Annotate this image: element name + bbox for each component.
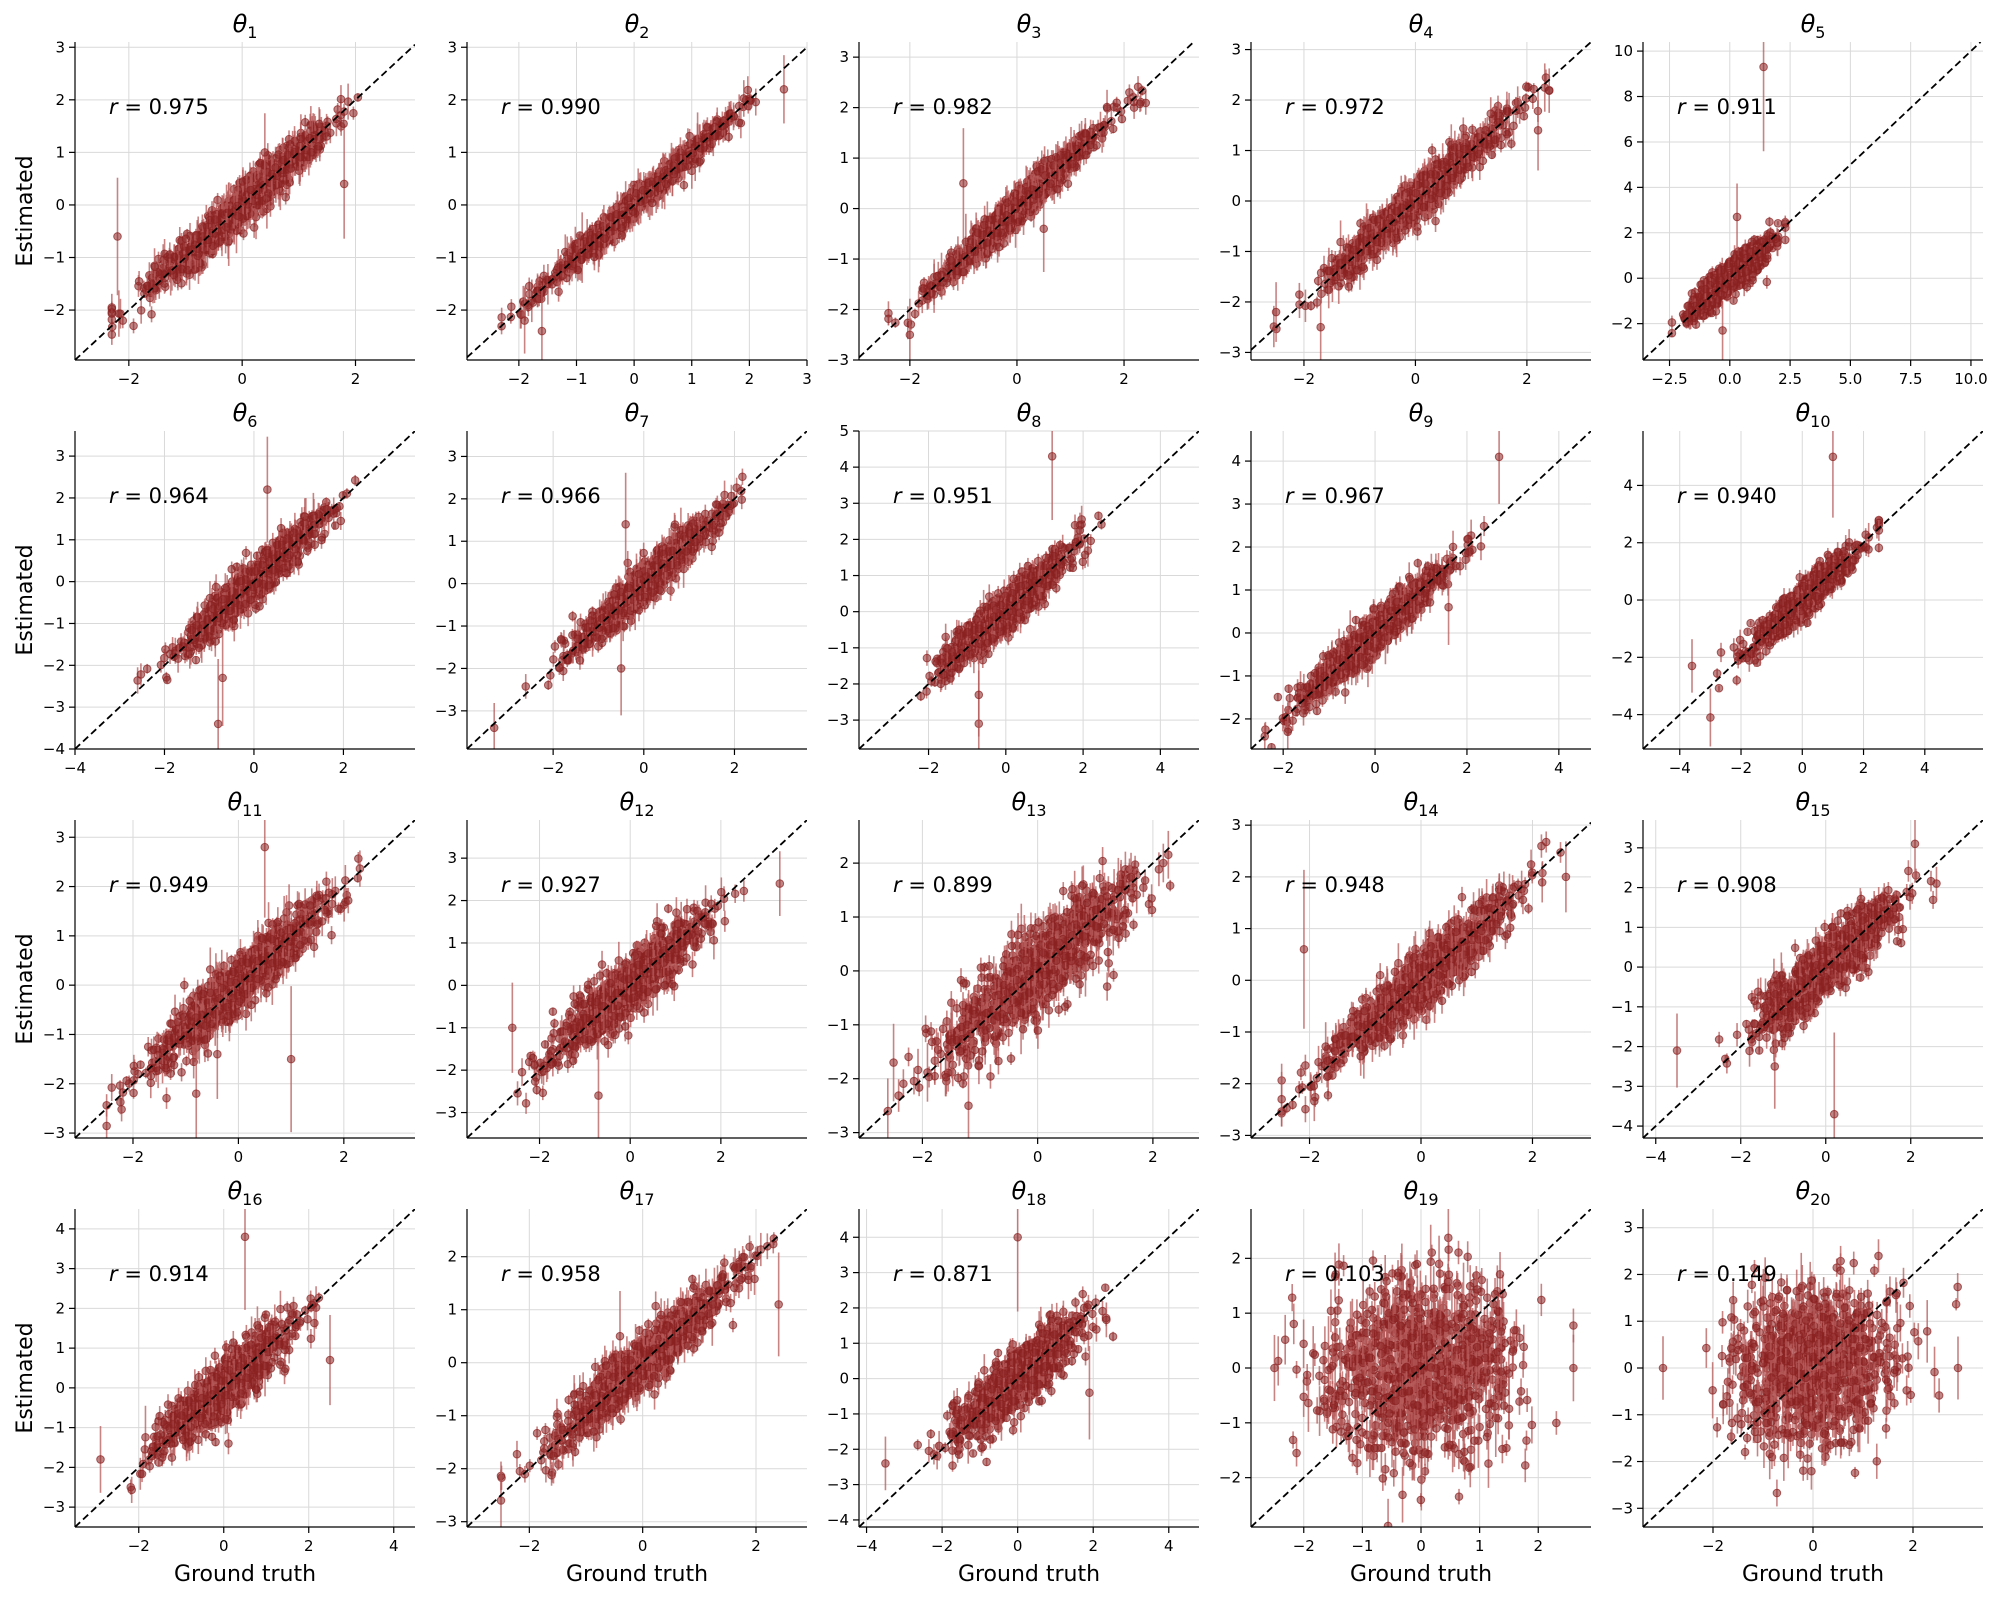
scatter-points xyxy=(108,84,362,345)
x-tick-label: 3 xyxy=(802,370,812,388)
panel-title: θ2 xyxy=(625,10,650,42)
data-point xyxy=(555,288,563,296)
data-point xyxy=(301,118,309,126)
y-tick-label: 1 xyxy=(55,143,65,161)
data-point xyxy=(907,321,915,329)
correlation-value: = 0.990 xyxy=(510,95,601,119)
data-point xyxy=(725,133,733,141)
identity-line xyxy=(75,45,415,360)
panel-title-base: θ xyxy=(233,10,248,38)
data-point xyxy=(538,327,546,335)
data-point xyxy=(130,322,138,330)
x-tick-label: 2 xyxy=(745,370,755,388)
data-point xyxy=(625,194,633,202)
y-tick-label: 3 xyxy=(55,38,65,56)
y-tick-label: 3 xyxy=(447,38,457,56)
panel-title-subscript: 2 xyxy=(639,23,649,42)
x-tick-label: 0 xyxy=(237,370,247,388)
data-point xyxy=(649,199,657,207)
x-tick-label: −2 xyxy=(508,370,530,388)
x-tick-label: −1 xyxy=(565,370,587,388)
y-tick-label: −2 xyxy=(435,301,457,319)
data-point xyxy=(704,123,712,131)
panel-title: θ1 xyxy=(233,10,258,42)
y-tick-label: 0 xyxy=(55,196,65,214)
data-point xyxy=(618,232,626,240)
y-tick-label: 1 xyxy=(447,143,457,161)
data-point xyxy=(639,186,647,194)
data-point xyxy=(297,135,305,143)
panel-title-base: θ xyxy=(625,10,640,38)
data-point xyxy=(617,224,625,232)
panel-title-subscript: 1 xyxy=(247,23,257,42)
correlation-label: r = 0.990 xyxy=(501,95,601,119)
data-point xyxy=(737,119,745,127)
data-point xyxy=(261,149,269,157)
y-tick-label: −2 xyxy=(43,301,65,319)
data-point xyxy=(323,133,331,141)
data-point xyxy=(574,239,582,247)
y-tick-label: 2 xyxy=(55,91,65,109)
data-point xyxy=(178,265,186,273)
data-point xyxy=(247,186,255,194)
data-point xyxy=(780,86,788,94)
data-point xyxy=(216,238,224,246)
data-point xyxy=(662,180,670,188)
data-point xyxy=(192,231,200,239)
data-point xyxy=(214,196,222,204)
data-point xyxy=(151,263,159,271)
data-point xyxy=(578,256,586,264)
y-tick-label: 2 xyxy=(447,91,457,109)
correlation-value: = 0.975 xyxy=(118,95,209,119)
data-point xyxy=(148,280,156,288)
data-point xyxy=(222,223,230,231)
data-point xyxy=(696,158,704,166)
data-point xyxy=(108,331,116,339)
data-point xyxy=(182,235,190,243)
data-point xyxy=(613,210,621,218)
data-point xyxy=(212,216,220,224)
data-point xyxy=(137,307,145,315)
data-point xyxy=(521,317,529,325)
y-tick-label: −1 xyxy=(435,249,457,267)
data-point xyxy=(350,109,358,117)
x-tick-label: 2 xyxy=(351,370,361,388)
data-point xyxy=(1109,125,1117,133)
data-point xyxy=(315,120,323,128)
data-point xyxy=(574,266,582,274)
data-point xyxy=(108,309,116,317)
data-point xyxy=(135,278,143,286)
correlation-label: r = 0.975 xyxy=(109,95,209,119)
data-point xyxy=(340,180,348,188)
x-tick-label: 0 xyxy=(629,370,639,388)
data-point xyxy=(680,181,688,189)
data-point xyxy=(1126,89,1134,97)
data-point xyxy=(114,233,122,241)
data-point xyxy=(263,195,271,203)
data-point xyxy=(272,164,280,172)
data-point xyxy=(287,165,295,173)
data-point xyxy=(525,282,533,290)
data-point xyxy=(148,311,156,319)
x-tick-label: −2 xyxy=(118,370,140,388)
data-point xyxy=(166,251,174,259)
x-tick-label: 1 xyxy=(687,370,697,388)
y-tick-label: 0 xyxy=(447,196,457,214)
data-point xyxy=(644,179,652,187)
data-point xyxy=(508,303,516,311)
data-point xyxy=(279,156,287,164)
data-point xyxy=(337,95,345,103)
data-point xyxy=(340,120,348,128)
y-tick-label: −1 xyxy=(43,249,65,267)
data-point xyxy=(308,149,316,157)
data-point xyxy=(234,212,242,220)
data-point xyxy=(314,142,322,150)
